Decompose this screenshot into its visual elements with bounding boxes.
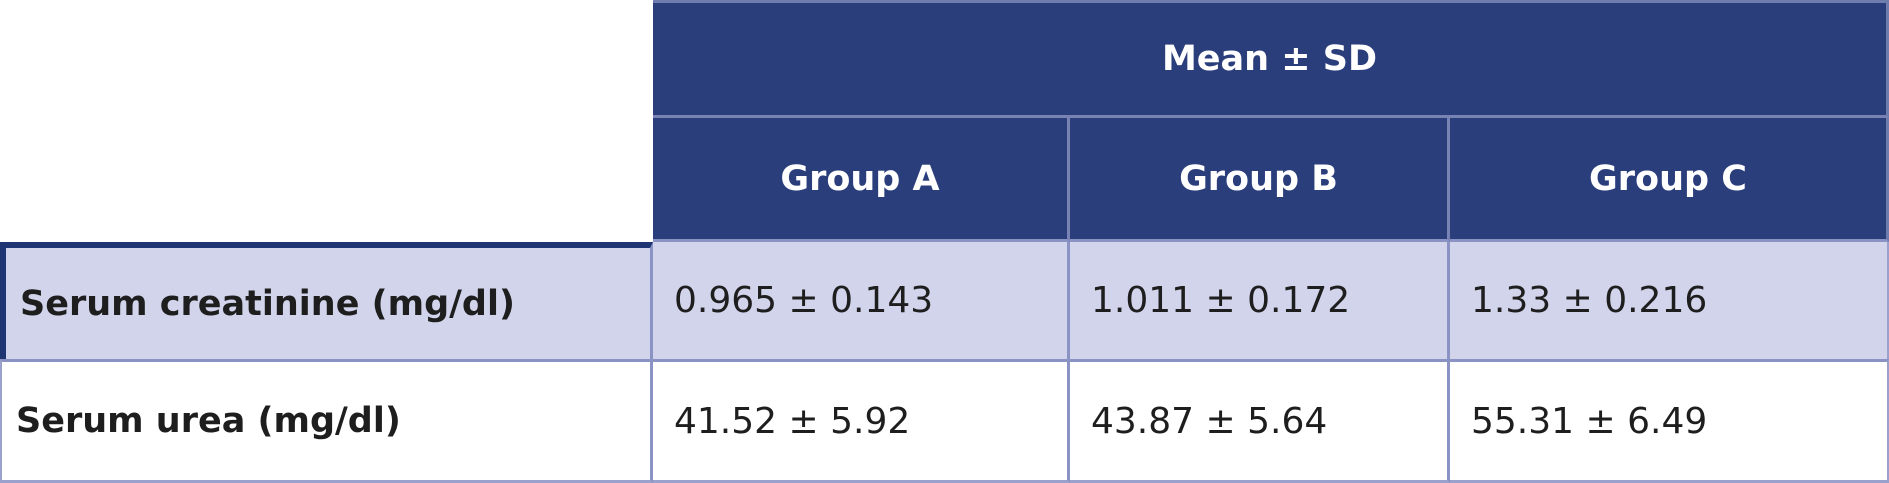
column-header-group-b: Group B — [1070, 118, 1450, 242]
table-corner-spacer — [0, 0, 653, 242]
cell-creatinine-group-a: 0.965 ± 0.143 — [653, 242, 1070, 359]
cell-urea-group-b: 43.87 ± 5.64 — [1070, 359, 1450, 483]
cell-urea-group-c: 55.31 ± 6.49 — [1450, 359, 1889, 483]
row-label-serum-urea: Serum urea (mg/dl) — [0, 359, 653, 483]
cell-creatinine-group-b: 1.011 ± 0.172 — [1070, 242, 1450, 359]
column-header-group-a: Group A — [653, 118, 1070, 242]
mean-sd-span-header: Mean ± SD — [653, 0, 1889, 118]
row-label-serum-creatinine: Serum creatinine (mg/dl) — [0, 242, 653, 359]
cell-urea-group-a: 41.52 ± 5.92 — [653, 359, 1070, 483]
column-header-group-c: Group C — [1450, 118, 1889, 242]
cell-creatinine-group-c: 1.33 ± 0.216 — [1450, 242, 1889, 359]
